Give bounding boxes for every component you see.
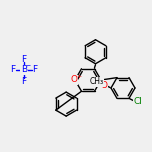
Text: O: O xyxy=(100,81,107,90)
Text: F: F xyxy=(10,66,16,74)
Text: Cl: Cl xyxy=(134,97,142,106)
Text: B: B xyxy=(21,66,27,74)
Text: +: + xyxy=(76,74,82,78)
Text: O: O xyxy=(71,76,78,85)
Text: −: − xyxy=(25,62,31,67)
Text: F: F xyxy=(21,76,27,85)
Text: F: F xyxy=(32,66,38,74)
Text: CH₃: CH₃ xyxy=(90,78,104,86)
Text: F: F xyxy=(21,55,27,64)
